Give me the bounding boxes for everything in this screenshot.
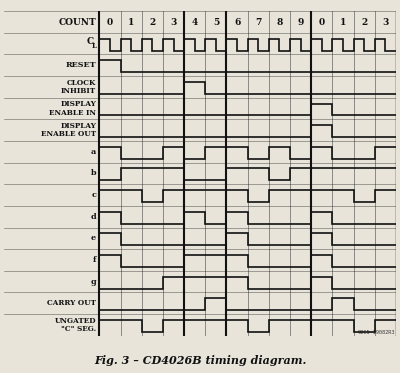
Text: 4: 4 (192, 18, 198, 26)
Text: 3: 3 (382, 18, 388, 26)
Text: b: b (90, 169, 96, 178)
Text: 1: 1 (340, 18, 346, 26)
Text: 8: 8 (276, 18, 283, 26)
Text: DISPLAY
ENABLE IN: DISPLAY ENABLE IN (49, 100, 96, 117)
Text: 6: 6 (234, 18, 240, 26)
Text: c: c (91, 191, 96, 199)
Text: C: C (87, 37, 94, 46)
Text: 0: 0 (107, 18, 113, 26)
Text: COUNT: COUNT (58, 18, 96, 26)
Text: f: f (93, 256, 96, 264)
Text: 2: 2 (149, 18, 156, 26)
Text: CLOCK
INHIBIT: CLOCK INHIBIT (61, 79, 96, 95)
Text: 2: 2 (361, 18, 367, 26)
Text: 0: 0 (319, 18, 325, 26)
Text: RESET: RESET (66, 61, 96, 69)
Text: e: e (91, 234, 96, 242)
Text: 9: 9 (298, 18, 304, 26)
Text: 1: 1 (128, 18, 134, 26)
Text: 3: 3 (170, 18, 177, 26)
Text: UNGATED
"C" SEG.: UNGATED "C" SEG. (55, 317, 96, 333)
Text: L: L (92, 42, 96, 50)
Text: 92C5-19082R3: 92C5-19082R3 (358, 330, 395, 335)
Text: CARRY OUT: CARRY OUT (47, 299, 96, 307)
Text: d: d (90, 213, 96, 221)
Text: 7: 7 (255, 18, 261, 26)
Text: g: g (90, 278, 96, 286)
Text: DISPLAY
ENABLE OUT: DISPLAY ENABLE OUT (41, 122, 96, 138)
Text: a: a (91, 148, 96, 156)
Text: 5: 5 (213, 18, 219, 26)
Text: Fig. 3 – CD4026B timing diagram.: Fig. 3 – CD4026B timing diagram. (94, 355, 306, 366)
